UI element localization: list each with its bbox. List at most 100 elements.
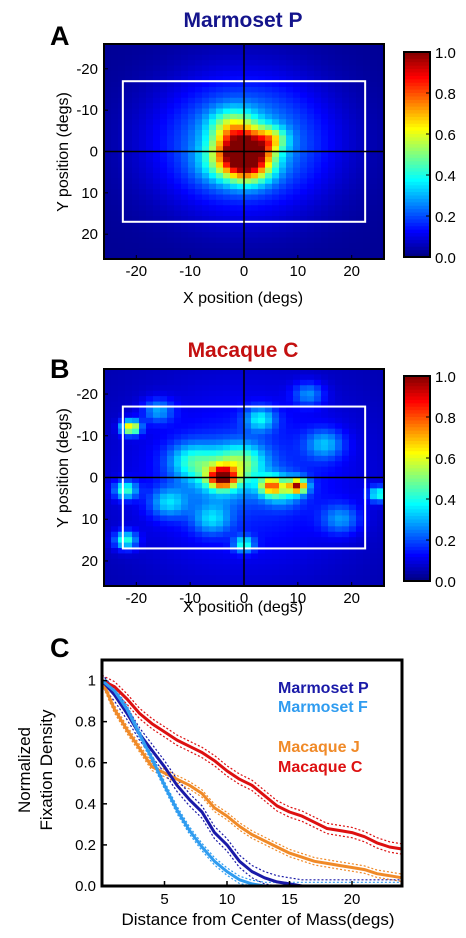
heatmap-cell [125,242,133,249]
heatmap-cell [251,374,259,381]
heatmap-cell [125,253,133,260]
heatmap-cell [237,242,245,249]
heatmap-cell [237,226,245,233]
heatmap-cell [258,423,266,430]
heatmap-cell [146,575,154,582]
colorbar-segment [404,233,430,238]
heatmap-cell [181,189,189,196]
heatmap-cell [244,130,252,136]
heatmap-cell [370,406,378,413]
heatmap-cell [223,237,231,244]
heatmap-cell [202,417,210,424]
heatmap-cell [202,205,210,212]
heatmap-cell [272,178,280,185]
heatmap-cell [216,444,224,451]
heatmap-cell [209,242,217,249]
heatmap-cell [244,510,252,517]
heatmap-cell [356,216,364,222]
heatmap-cell [195,178,203,185]
heatmap-cell [188,374,196,381]
heatmap-cell [265,76,273,83]
heatmap-cell [188,237,196,244]
heatmap-cell [125,558,133,565]
heatmap-cell [328,455,336,462]
heatmap-cell [321,162,329,169]
heatmap-cell [363,119,371,126]
heatmap-cell [160,130,168,136]
heatmap-cell [286,65,294,72]
heatmap-cell [363,575,371,582]
colorbar-segment [404,123,430,128]
colorbar-segment [404,99,430,104]
heatmap-cell [160,54,168,61]
heatmap-cell [202,444,210,451]
heatmap-cell [195,472,203,479]
heatmap-cell [272,242,280,249]
heatmap-cell [335,548,343,555]
heatmap-cell [335,580,343,587]
heatmap-cell [244,87,252,93]
heatmap-cell [118,205,126,212]
heatmap-cell [237,70,245,77]
panel-b-title: Macaque C [188,339,299,362]
heatmap-cell [202,87,210,93]
heatmap-cell [146,226,154,233]
heatmap-cell [153,237,161,244]
heatmap-cell [118,65,126,72]
heatmap-cell [146,54,154,61]
heatmap-cell [132,504,140,511]
heatmap-cell [146,49,154,56]
heatmap-cell [104,434,112,441]
heatmap-cell [202,178,210,185]
heatmap-cell [244,156,252,163]
heatmap-cell [216,130,224,136]
heatmap-cell [153,226,161,233]
heatmap-cell [174,537,182,544]
heatmap-cell [244,499,252,506]
heatmap-cell [209,537,217,544]
heatmap-cell [139,146,147,153]
heatmap-cell [258,70,266,77]
heatmap-cell [349,575,357,582]
heatmap-cell [195,510,203,517]
heatmap-cell [139,232,147,239]
colorbar-segment [404,557,430,562]
heatmap-cell [293,242,301,249]
heatmap-cell [265,44,273,50]
heatmap-cell [321,369,329,376]
heatmap-cell [265,189,273,196]
heatmap-cell [181,81,189,88]
heatmap-cell [174,569,182,576]
heatmap-cell [321,130,329,136]
heatmap-cell [167,130,175,136]
heatmap-cell [300,444,308,451]
heatmap-cell [195,167,203,174]
heatmap-cell [223,558,231,565]
heatmap-cell [223,504,231,511]
heatmap-cell [370,558,378,565]
heatmap-cell [104,87,112,93]
heatmap-cell [265,248,273,255]
heatmap-cell [321,76,329,83]
heatmap-cell [230,374,238,381]
heatmap-cell [363,504,371,511]
heatmap-cell [230,369,238,376]
heatmap-cell [349,569,357,576]
heatmap-cell [167,113,175,120]
heatmap-cell [118,558,126,565]
heatmap-cell [118,580,126,587]
heatmap-cell [132,472,140,479]
heatmap-cell [335,526,343,533]
heatmap-cell [279,396,287,403]
heatmap-cell [272,569,280,576]
heatmap-cell [223,87,231,93]
heatmap-cell [216,81,224,88]
heatmap-cell [272,119,280,126]
heatmap-cell [153,379,161,386]
heatmap-cell [251,146,259,153]
heatmap-cell [209,237,217,244]
heatmap-cell [363,455,371,462]
heatmap-cell [251,108,259,115]
heatmap-cell [125,390,133,397]
heatmap-cell [146,504,154,511]
